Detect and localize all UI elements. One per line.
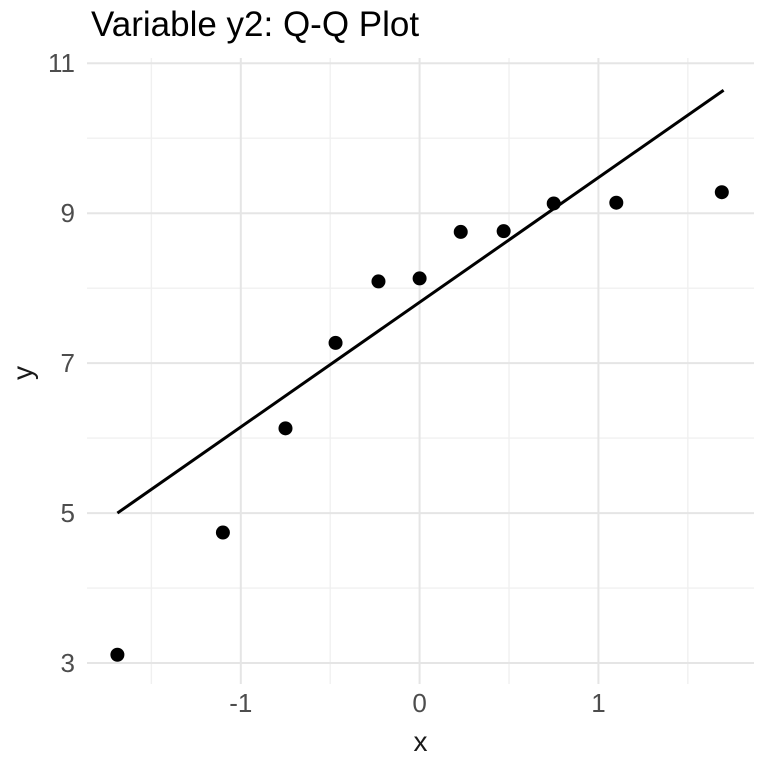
data-point [371, 274, 386, 289]
x-tick-label: -1 [229, 688, 252, 718]
y-tick-label: 3 [61, 648, 75, 678]
data-point [412, 271, 427, 286]
data-point [328, 335, 343, 350]
x-tick-label: 0 [412, 688, 426, 718]
x-axis-title: x [413, 726, 428, 757]
data-point [278, 421, 293, 436]
qq-reference-line [116, 89, 725, 515]
y-tick-label: 11 [48, 48, 75, 78]
data-point [110, 647, 125, 662]
data-point [609, 195, 624, 210]
data-point [714, 185, 729, 200]
data-point [496, 224, 511, 239]
y-tick-label: 7 [61, 348, 75, 378]
plot-title: Variable y2: Q-Q Plot [91, 5, 420, 44]
data-point [453, 224, 468, 239]
x-tick-label: 1 [591, 688, 605, 718]
data-point [546, 196, 561, 211]
y-tick-label: 5 [61, 498, 75, 528]
y-tick-label: 9 [61, 198, 75, 228]
y-axis-title: y [7, 366, 38, 380]
data-point [215, 525, 230, 540]
